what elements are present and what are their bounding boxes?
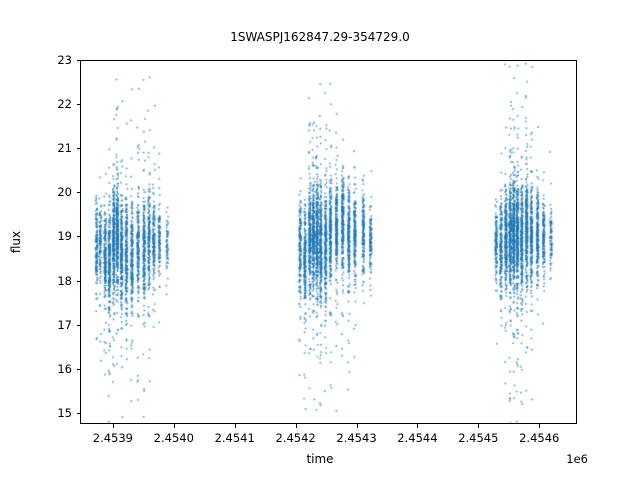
y-tick-mark bbox=[76, 280, 80, 282]
y-tick-mark bbox=[76, 148, 80, 150]
x-tick-label: 2.4543 bbox=[336, 431, 377, 445]
y-axis-label: flux bbox=[9, 230, 23, 254]
y-tick-label: 19 bbox=[57, 229, 72, 244]
x-tick-mark bbox=[417, 424, 419, 428]
y-tick-mark bbox=[76, 192, 80, 194]
y-tick-label: 17 bbox=[57, 317, 72, 332]
x-tick-label: 2.4542 bbox=[275, 431, 316, 445]
x-tick-mark bbox=[478, 424, 480, 428]
x-axis-offset-text: 1e6 bbox=[566, 452, 588, 466]
y-tick-label: 18 bbox=[57, 273, 72, 288]
x-tick-mark bbox=[112, 424, 114, 428]
x-tick-label: 2.4539 bbox=[92, 431, 133, 445]
page-title: 1SWASPJ162847.29-354729.0 bbox=[230, 30, 410, 44]
x-tick-label: 2.4541 bbox=[214, 431, 255, 445]
y-tick-mark bbox=[76, 324, 80, 326]
x-tick-mark bbox=[173, 424, 175, 428]
y-tick-label: 22 bbox=[57, 97, 72, 112]
x-tick-label: 2.4544 bbox=[397, 431, 438, 445]
x-tick-label: 2.4546 bbox=[519, 431, 560, 445]
y-tick-mark bbox=[76, 60, 80, 61]
y-tick-label: 23 bbox=[57, 53, 72, 67]
x-tick-mark bbox=[356, 424, 358, 428]
y-tick-mark bbox=[76, 236, 80, 238]
x-tick-mark bbox=[234, 424, 236, 428]
scatter-plot-canvas bbox=[81, 61, 576, 423]
y-tick-label: 15 bbox=[57, 405, 72, 420]
x-tick-mark bbox=[539, 424, 541, 428]
y-tick-label: 20 bbox=[57, 185, 72, 200]
x-tick-label: 2.4545 bbox=[458, 431, 499, 445]
x-axis-label: time bbox=[306, 452, 334, 466]
y-tick-label: 16 bbox=[57, 361, 72, 376]
x-tick-label: 2.4540 bbox=[153, 431, 194, 445]
y-tick-label: 21 bbox=[57, 141, 72, 156]
y-tick-mark bbox=[76, 368, 80, 370]
y-tick-mark bbox=[76, 412, 80, 414]
x-tick-mark bbox=[295, 424, 297, 428]
y-tick-mark bbox=[76, 104, 80, 106]
